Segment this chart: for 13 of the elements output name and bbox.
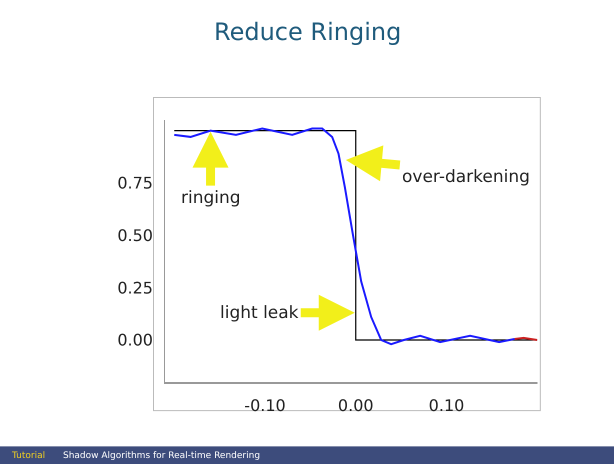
text: Tutorial (11, 451, 46, 461)
x-tick-label: 0.00 (338, 396, 374, 416)
x-tick-label: 0.10 (428, 396, 464, 416)
text: Shadow Algorithms for Real-time Rendering (63, 451, 260, 461)
annotation: over-darkening (402, 167, 530, 187)
y-tick-label: 0.00 (117, 330, 153, 350)
annotation: ringing (181, 188, 241, 208)
y-tick-label: 0.50 (117, 226, 153, 245)
x-tick-label: -0.10 (244, 396, 286, 416)
annotation: light leak (220, 303, 299, 323)
y-tick-label: 0.75 (117, 174, 153, 193)
chart-title: Reduce Ringing (214, 18, 402, 46)
y-tick-label: 0.25 (117, 278, 153, 298)
